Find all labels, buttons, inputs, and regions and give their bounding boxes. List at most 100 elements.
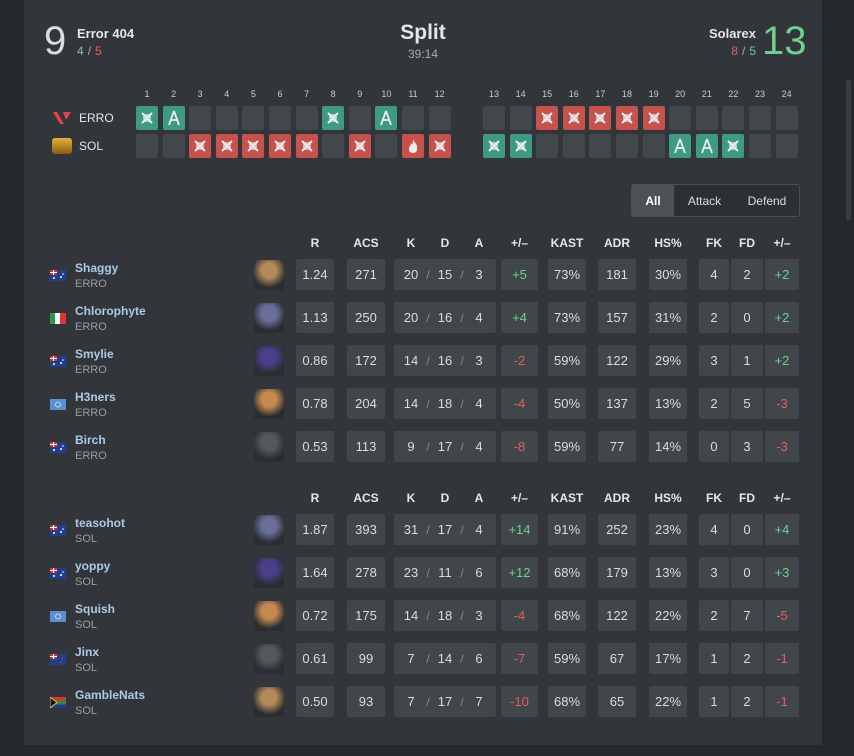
flag [50, 313, 66, 324]
round-cell [348, 106, 371, 130]
stat-value: 3 [710, 565, 718, 580]
player-name: teasohot [75, 516, 126, 530]
stat-box [548, 686, 586, 717]
stat-box [765, 514, 799, 545]
column-header: FD [739, 236, 755, 250]
round-cell [695, 106, 718, 130]
separator: / [426, 565, 430, 580]
stat-box [501, 643, 538, 674]
round-icon [300, 140, 313, 152]
stat-box [765, 557, 799, 588]
side-score: 5 [95, 44, 102, 58]
round-icon [167, 110, 180, 126]
column-header: D [440, 236, 450, 250]
round-cell [269, 134, 291, 158]
stat-value: 91% [553, 522, 581, 537]
stat-box [699, 388, 729, 419]
stat-box [649, 600, 687, 631]
stat-box [501, 686, 538, 717]
stat-box [765, 302, 799, 333]
round-cell [536, 134, 559, 158]
team-name: Solarex [709, 26, 756, 41]
stat-box [347, 259, 385, 290]
stat-box [699, 643, 729, 674]
stat-value: 22% [654, 694, 682, 709]
stat-value: 204 [355, 396, 377, 411]
stat-box [501, 345, 538, 376]
stat-value: 17 [437, 694, 453, 709]
column-header: HS% [654, 491, 682, 505]
round-cell [295, 106, 318, 130]
column-header: ADR [604, 236, 630, 250]
round-icon [194, 140, 206, 152]
stat-value: 68% [553, 608, 581, 623]
stat-value: 122 [606, 608, 628, 623]
round-cell [348, 134, 371, 158]
stat-value: -3 [776, 439, 788, 454]
round-number: 13 [488, 89, 499, 99]
round-cell [509, 106, 532, 130]
team-logo [52, 138, 72, 154]
column-header: FD [739, 491, 755, 505]
stat-value: +4 [512, 310, 527, 325]
round-cell [642, 106, 665, 130]
separator: / [460, 267, 464, 282]
flag [50, 525, 66, 536]
player-team: SOL [75, 619, 98, 631]
stat-box [731, 557, 763, 588]
stat-box [598, 345, 636, 376]
side-score: 5 [749, 44, 756, 58]
stat-box [347, 388, 385, 419]
round-icon [141, 112, 153, 124]
stat-box [347, 643, 385, 674]
stat-value: 22% [654, 608, 682, 623]
stat-value: 29% [654, 353, 682, 368]
separator: / [460, 565, 464, 580]
column-header: KAST [550, 491, 584, 505]
side-score: 8 [731, 44, 738, 58]
round-icon [674, 138, 687, 154]
separator: / [426, 522, 430, 537]
round-cell [428, 134, 451, 158]
stat-box [699, 302, 729, 333]
player-team: ERRO [75, 321, 107, 333]
stat-box [699, 345, 729, 376]
round-number: 21 [701, 89, 712, 99]
separator: / [460, 694, 464, 709]
flag-wrap [50, 523, 66, 536]
player-team: ERRO [75, 450, 107, 462]
tab[interactable]: All [632, 185, 674, 216]
flag-wrap [50, 397, 66, 410]
stat-value: 50% [553, 396, 581, 411]
flag-wrap [50, 566, 66, 579]
stat-box [598, 514, 636, 545]
stat-value: 1.13 [302, 310, 328, 325]
round-number: 6 [277, 89, 283, 99]
round-icon [433, 140, 446, 152]
round-icon [541, 112, 553, 124]
column-header: ADR [604, 491, 630, 505]
stat-box [394, 345, 496, 376]
round-cell [162, 106, 185, 130]
stat-value: -3 [776, 396, 788, 411]
stat-value: +2 [774, 267, 790, 282]
stat-box [394, 259, 496, 290]
stat-box [501, 302, 538, 333]
stat-value: 14 [403, 608, 419, 623]
map-name: Split [400, 21, 446, 44]
tab[interactable]: Attack [687, 193, 722, 208]
flag-wrap [50, 354, 66, 367]
round-icon [594, 112, 607, 124]
stat-value: 1 [710, 694, 718, 709]
separator: / [460, 651, 464, 666]
separator: / [426, 396, 430, 411]
stat-value: 14% [654, 439, 682, 454]
stat-value: 1.24 [302, 267, 328, 282]
player-name: yoppy [75, 559, 111, 573]
tab[interactable]: Defend [747, 193, 787, 208]
stat-box [598, 600, 636, 631]
stat-value: 93 [358, 694, 374, 709]
flag [50, 442, 66, 453]
stat-box [548, 388, 586, 419]
team-logo [52, 110, 72, 126]
